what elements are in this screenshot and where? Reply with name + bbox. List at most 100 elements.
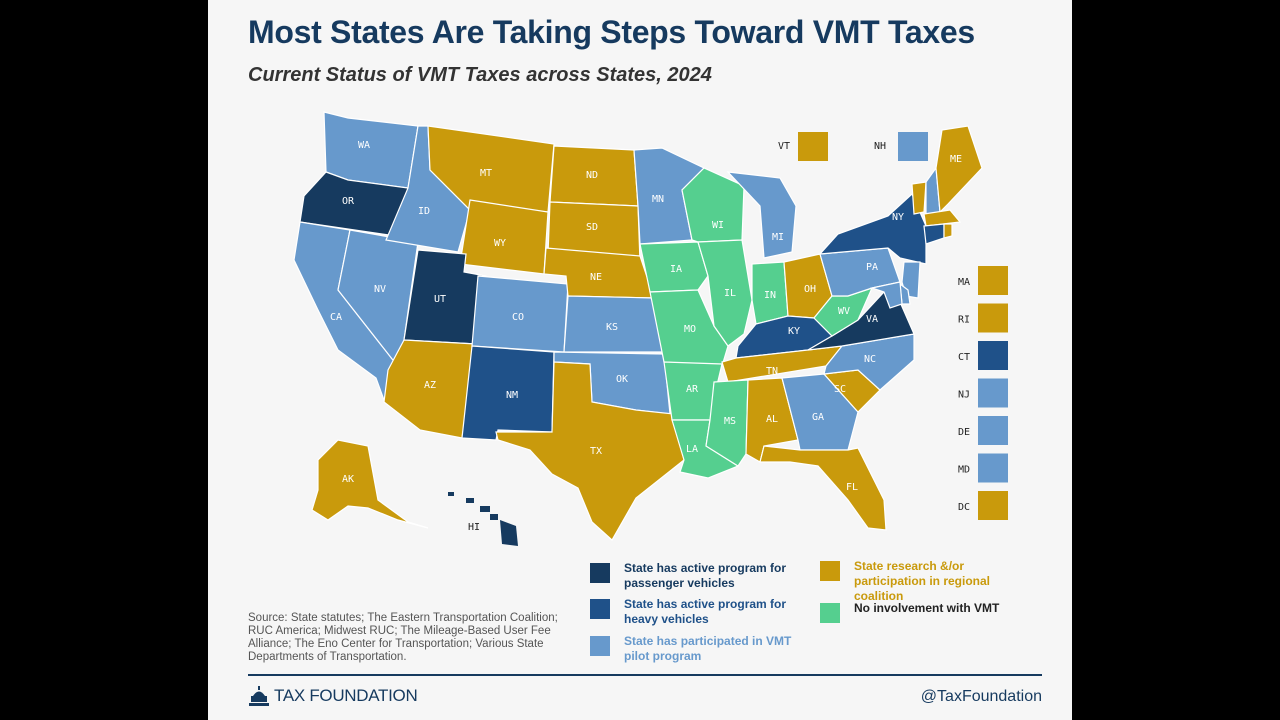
state-WY — [459, 199, 549, 275]
label-VA: VA — [866, 314, 878, 325]
label-ME: ME — [950, 154, 962, 165]
label-LA: LA — [686, 444, 698, 455]
label-OH: OH — [804, 284, 816, 295]
legend-item-heavy: State has active program for heavy vehic… — [590, 597, 799, 627]
label-NE: NE — [590, 272, 602, 283]
legend-label: No involvement with VMT — [854, 601, 1000, 615]
svg-text:NH: NH — [874, 141, 886, 152]
label-CO: CO — [512, 312, 524, 323]
page-subtitle: Current Status of VMT Taxes across State… — [248, 64, 712, 86]
label-OK: OK — [616, 374, 628, 385]
label-WI: WI — [712, 220, 724, 231]
state-IA — [639, 241, 709, 293]
callout-side-label-ma: MA — [958, 277, 970, 288]
label-PA: PA — [866, 262, 878, 273]
legend-item-research: State research &/or participation in reg… — [820, 559, 1029, 604]
callout-top-vt: VT — [778, 132, 828, 161]
label-MT: MT — [480, 168, 492, 179]
social-handle: @TaxFoundation — [920, 688, 1042, 705]
label-NY: NY — [892, 212, 904, 223]
callout-side-label-de: DE — [958, 427, 970, 438]
state-MI — [726, 171, 797, 259]
legend-item-passenger: State has active program for passenger v… — [590, 561, 799, 591]
label-NV: NV — [374, 284, 386, 295]
footer-divider — [248, 674, 1042, 676]
label-CA: CA — [330, 312, 342, 323]
label-WY: WY — [494, 238, 506, 249]
state-RI-shape — [943, 223, 953, 239]
label-SC: SC — [834, 384, 846, 395]
state-ME — [935, 125, 983, 214]
label-HI: HI — [468, 522, 480, 533]
label-AK: AK — [342, 474, 354, 485]
label-IA: IA — [670, 264, 682, 275]
label-KS: KS — [606, 322, 618, 333]
callout-side-box-nj — [978, 378, 1008, 408]
label-MI: MI — [772, 232, 784, 243]
state-IL — [697, 239, 753, 347]
legend-label: State has active program for heavy vehic… — [624, 597, 787, 626]
state-TX — [495, 361, 685, 541]
callout-side-box-ma — [978, 266, 1008, 295]
state-CT-shape — [923, 223, 945, 245]
label-AL: AL — [766, 414, 778, 425]
label-FL: FL — [846, 482, 858, 493]
label-ID: ID — [418, 206, 430, 217]
label-IL: IL — [724, 288, 736, 299]
label-WV: WV — [838, 306, 850, 317]
callout-side-label-md: MD — [958, 465, 970, 476]
state-AK — [311, 439, 429, 529]
state-HI — [448, 492, 518, 546]
legend-item-pilot: State has participated in VMT pilot prog… — [590, 634, 799, 664]
label-OR: OR — [342, 196, 355, 207]
label-GA: GA — [812, 412, 824, 423]
label-MS: MS — [724, 416, 736, 427]
label-AR: AR — [686, 384, 699, 395]
state-VT-shape — [911, 181, 927, 215]
svg-text:VT: VT — [778, 141, 790, 152]
page-title: Most States Are Taking Steps Toward VMT … — [248, 14, 975, 50]
us-map: WA OR CA NV ID MT WY UT AZ CO NM ND SD N… — [293, 111, 1008, 546]
side-callouts: MA RI CT NJ DE MD DC — [958, 266, 1008, 520]
legend-swatch — [590, 636, 610, 656]
label-TN: TN — [766, 366, 778, 377]
label-NM: NM — [506, 390, 518, 401]
label-MN: MN — [652, 194, 664, 205]
legend-item-none: No involvement with VMT — [820, 601, 1029, 623]
label-TX: TX — [590, 446, 602, 457]
callout-side-box-ri — [978, 303, 1008, 333]
legend-swatch — [820, 561, 840, 581]
label-KY: KY — [788, 326, 800, 337]
brand-logo: TAX FOUNDATION — [248, 686, 418, 706]
brand-name: TAX FOUNDATION — [274, 686, 418, 705]
legend-label: State has active program for passenger v… — [624, 561, 787, 590]
callout-side-label-ct: CT — [958, 352, 970, 363]
state-MA-shape — [923, 209, 962, 227]
callout-side-label-ri: RI — [958, 315, 970, 326]
capitol-icon — [249, 686, 269, 706]
callout-side-box-md — [978, 453, 1008, 483]
label-WA: WA — [358, 140, 370, 151]
legend-swatch — [590, 563, 610, 583]
callout-top-nh: NH — [874, 132, 928, 161]
state-FL — [759, 445, 887, 531]
label-SD: SD — [586, 222, 598, 233]
callout-side-box-de — [978, 416, 1008, 445]
source-note: Source: State statutes; The Eastern Tran… — [248, 612, 558, 663]
callout-side-label-dc: DC — [958, 502, 970, 513]
infographic-card: Most States Are Taking Steps Toward VMT … — [208, 0, 1072, 720]
legend-label: State has participated in VMT pilot prog… — [624, 634, 792, 663]
callout-side-box-ct — [978, 341, 1008, 370]
label-IN: IN — [764, 290, 776, 301]
label-AZ: AZ — [424, 380, 436, 391]
callout-side-label-nj: NJ — [958, 390, 970, 401]
label-UT: UT — [434, 294, 446, 305]
legend-swatch — [820, 603, 840, 623]
label-NC: NC — [864, 354, 876, 365]
state-MD-shape — [869, 281, 903, 309]
legend-label: State research &/or participation in reg… — [854, 559, 991, 603]
label-ND: ND — [586, 170, 598, 181]
legend-swatch — [590, 599, 610, 619]
callout-side-box-dc — [978, 491, 1008, 520]
label-MO: MO — [684, 324, 696, 335]
